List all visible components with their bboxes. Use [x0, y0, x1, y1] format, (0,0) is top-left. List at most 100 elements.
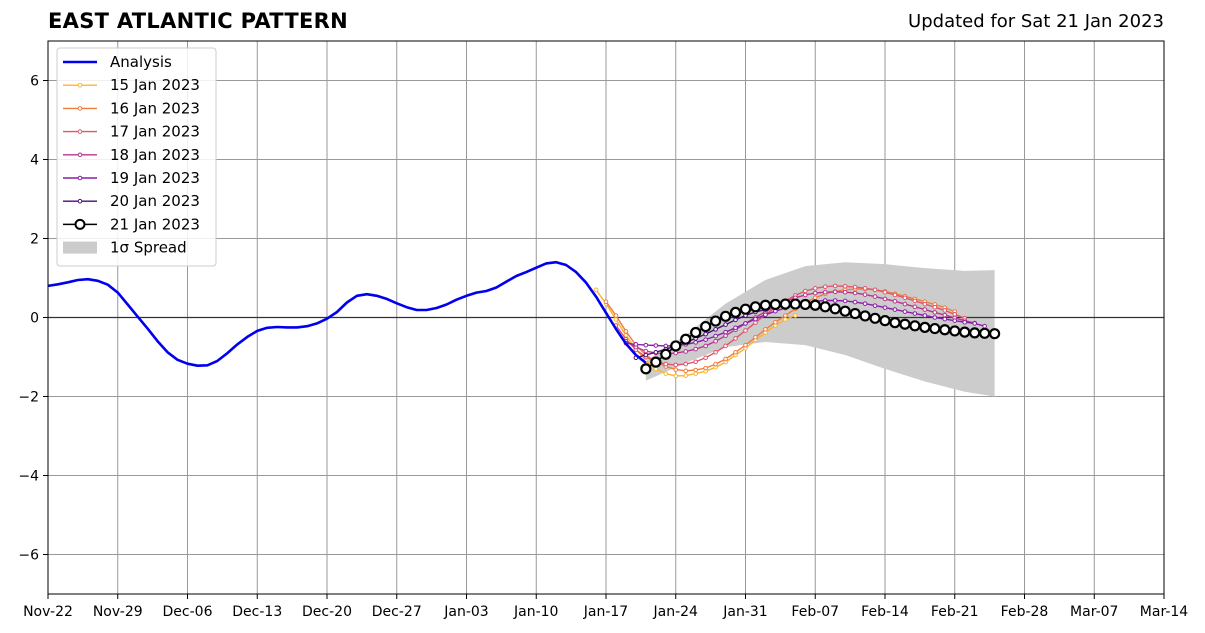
- legend-forecast-marker: [77, 175, 83, 181]
- forecast-point-latest: [789, 298, 801, 310]
- forecast-point: [822, 284, 828, 289]
- forecast-point: [623, 329, 629, 334]
- forecast-point-latest: [929, 322, 941, 335]
- legend-label: 21 Jan 2023: [110, 215, 200, 233]
- forecast-point: [723, 343, 728, 349]
- forecast-point: [892, 307, 898, 312]
- forecast-point: [922, 307, 928, 312]
- x-tick-label: Mar-07: [1070, 604, 1118, 620]
- forecast-point-latest: [749, 301, 762, 313]
- forecast-point: [932, 310, 938, 315]
- forecast-point: [972, 321, 977, 326]
- forecast-point: [862, 285, 868, 291]
- forecast-point: [713, 338, 718, 344]
- legend-label: 18 Jan 2023: [110, 146, 200, 164]
- forecast-point: [683, 361, 689, 367]
- forecast-point: [743, 321, 748, 326]
- forecast-point: [703, 343, 708, 349]
- forecast-point-latest: [969, 327, 981, 339]
- forecast-point-latest: [759, 299, 772, 311]
- legend-label: 15 Jan 2023: [110, 76, 200, 94]
- legend-forecast-marker: [77, 198, 83, 204]
- axes: Nov-22 Nov-29 Dec-06 Dec-13 Dec-20 Dec-27 Jan-…: [18, 40, 1188, 620]
- forecast-point: [902, 295, 908, 301]
- forecast-point-latest: [700, 320, 712, 333]
- forecast-point: [703, 365, 708, 371]
- forecast-point: [802, 292, 808, 298]
- forecast-point: [862, 292, 868, 297]
- forecast-point: [842, 298, 848, 304]
- forecast-point-latest: [829, 303, 841, 315]
- x-tick-label: Feb-28: [1001, 604, 1049, 620]
- forecast-point: [653, 349, 659, 355]
- forecast-point-latest: [949, 325, 961, 337]
- y-tick-label: −4: [18, 469, 39, 485]
- forecast-point: [912, 311, 918, 316]
- spread-band-layer: [645, 262, 995, 397]
- y-tick-label: −6: [18, 548, 39, 564]
- updated-date: Updated for Sat 21 Jan 2023: [908, 11, 1164, 32]
- forecast-point-latest: [819, 301, 831, 313]
- forecast-point: [683, 373, 689, 378]
- forecast-point: [703, 355, 708, 361]
- forecast-point-latest: [849, 307, 861, 320]
- forecast-point: [912, 304, 918, 310]
- forecast-point: [922, 313, 928, 318]
- forecast-point: [882, 289, 888, 295]
- forecast-point-latest: [680, 333, 692, 345]
- forecast-point: [832, 289, 838, 295]
- forecast-point: [783, 317, 788, 322]
- forecast-point: [932, 304, 938, 310]
- forecast-point: [882, 305, 888, 310]
- x-tick-label: Dec-27: [372, 604, 422, 620]
- legend-forecast-marker: [77, 129, 83, 134]
- forecast-point: [603, 299, 609, 305]
- legend-forecast-marker: [77, 106, 83, 111]
- y-tick-label: 6: [30, 74, 39, 90]
- forecast-point: [912, 298, 918, 304]
- legend-label: Analysis: [110, 53, 172, 71]
- forecast-point: [942, 312, 948, 318]
- legend-forecast-marker: [77, 152, 83, 158]
- y-tick-label: −2: [18, 390, 39, 406]
- forecast-point: [773, 319, 778, 325]
- forecast-point: [663, 361, 669, 367]
- x-tick-label: Dec-13: [232, 604, 282, 620]
- forecast-point: [902, 301, 908, 307]
- forecast-point: [812, 290, 818, 296]
- forecast-point: [713, 333, 718, 339]
- forecast-point-latest: [799, 298, 811, 311]
- forecast-point-latest: [670, 340, 682, 352]
- forecast-point: [783, 313, 788, 318]
- forecast-point: [743, 342, 748, 348]
- forecast-point: [733, 336, 738, 341]
- forecast-point: [852, 284, 858, 290]
- forecast-point: [832, 298, 838, 303]
- forecast-point-latest: [859, 310, 871, 322]
- forecast-point: [713, 349, 718, 355]
- forecast-point-latest: [839, 305, 851, 317]
- forecast-point-latest: [869, 312, 881, 324]
- forecast-point: [812, 285, 818, 291]
- legend-label: 16 Jan 2023: [110, 99, 200, 117]
- forecast-point: [693, 346, 698, 352]
- x-tick-label: Jan-10: [513, 604, 558, 620]
- forecast-point: [892, 299, 898, 304]
- x-tick-label: Feb-07: [791, 604, 839, 620]
- forecast-point-latest: [919, 321, 931, 333]
- forecast-point: [852, 290, 858, 296]
- forecast-point-latest: [660, 348, 672, 360]
- forecast-point-latest: [979, 327, 991, 339]
- legend-label: 1σ Spread: [110, 239, 187, 257]
- forecast-point: [733, 325, 738, 331]
- forecast-point: [902, 309, 908, 314]
- forecast-point-latest: [959, 326, 971, 338]
- forecast-point: [882, 296, 888, 302]
- forecast-point: [673, 373, 679, 379]
- forecast-point: [653, 343, 659, 348]
- legend-latest-marker: [74, 218, 86, 230]
- forecast-point-latest: [879, 315, 891, 327]
- forecast-point: [613, 313, 619, 318]
- y-tick-label: 4: [30, 153, 39, 169]
